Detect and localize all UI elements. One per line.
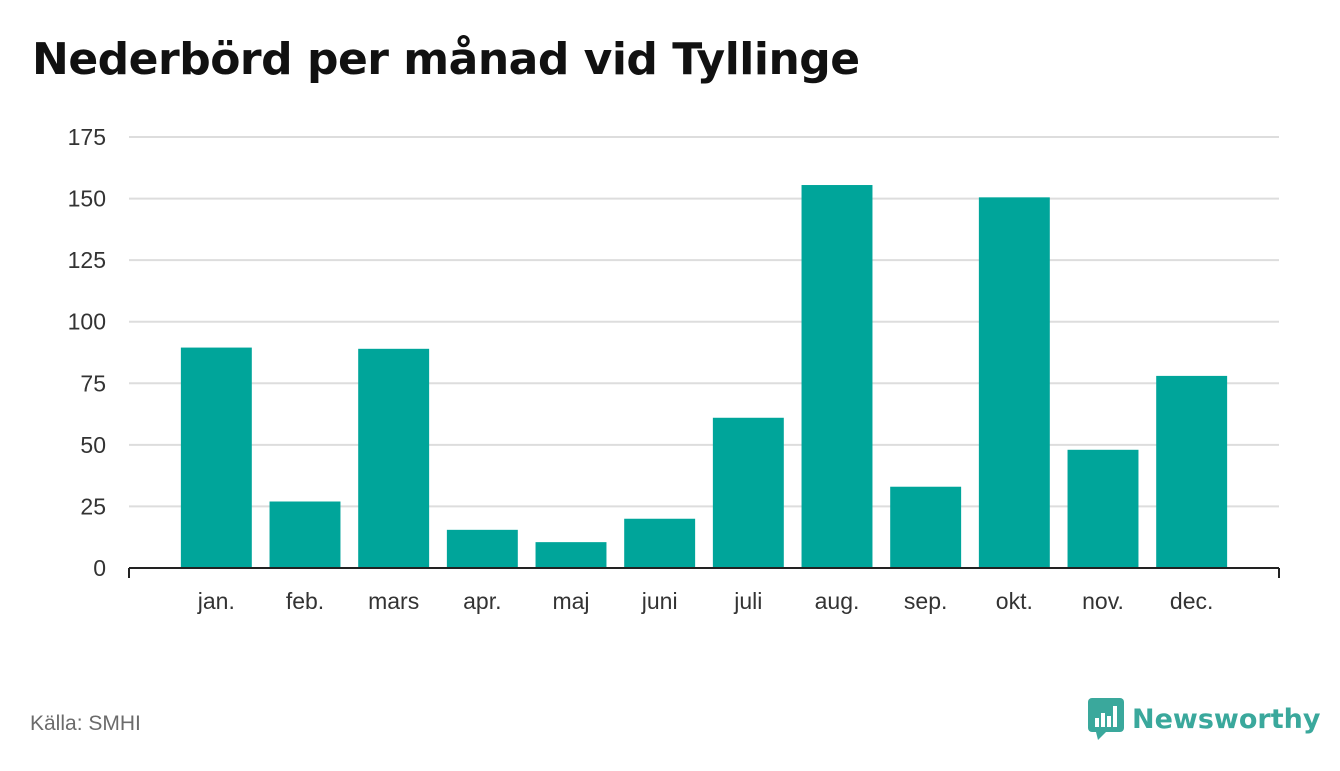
x-tick-label: juni (641, 588, 678, 614)
y-axis-ticks: 0 25 50 75 100 125 150 175 (68, 124, 106, 581)
bar-maj (535, 542, 607, 568)
x-tick-label: sep. (904, 588, 947, 614)
brand-name: Newsworthy (1132, 703, 1321, 735)
bar-apr (446, 529, 518, 568)
x-tick-label: aug. (815, 588, 860, 614)
bar-sep (890, 486, 962, 568)
y-tick-label: 100 (68, 309, 106, 335)
y-tick-label: 125 (68, 247, 106, 273)
bar-aug (801, 185, 873, 569)
bar-feb (269, 501, 341, 568)
y-tick-label: 50 (80, 432, 106, 458)
y-tick-label: 25 (80, 493, 106, 519)
x-tick-label: jan. (197, 588, 235, 614)
brand-logo: Newsworthy (1088, 698, 1320, 740)
y-tick-label: 0 (93, 555, 106, 581)
bars (180, 185, 1228, 569)
newsworthy-logo-icon (1088, 698, 1124, 740)
y-tick-label: 175 (68, 124, 106, 150)
x-tick-label: juli (733, 588, 762, 614)
x-axis: jan. feb. mars apr. maj juni juli aug. sep. okt. n… (128, 567, 1280, 614)
x-tick-label: apr. (463, 588, 501, 614)
source-label: Källa: SMHI (30, 712, 141, 735)
x-tick-label: okt. (996, 588, 1033, 614)
bar-jan (180, 347, 252, 568)
x-tick-label: mars (368, 588, 419, 614)
bar-juni (624, 518, 696, 568)
x-tick-label: nov. (1082, 588, 1124, 614)
x-tick-label: feb. (286, 588, 324, 614)
y-tick-label: 75 (80, 370, 106, 396)
bar-mars (358, 348, 430, 568)
y-tick-label: 150 (68, 186, 106, 212)
chart-title: Nederbörd per månad vid Tyllinge (32, 34, 860, 85)
bar-dec (1156, 375, 1228, 568)
x-tick-label: dec. (1170, 588, 1213, 614)
bar-okt (978, 197, 1050, 568)
bar-juli (712, 417, 784, 568)
bar-nov (1067, 449, 1139, 568)
x-tick-label: maj (552, 588, 589, 614)
